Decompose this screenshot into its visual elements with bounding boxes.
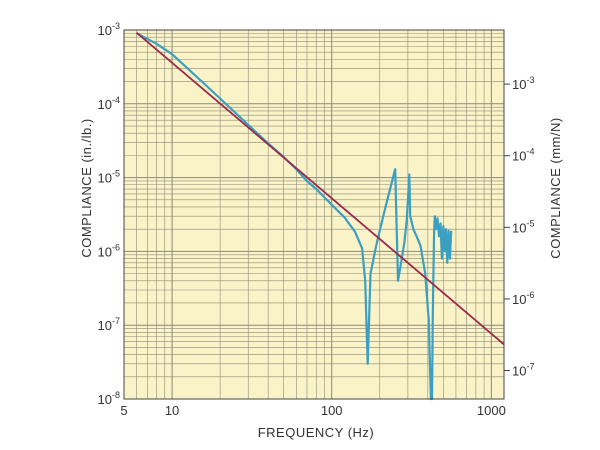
- plot-frame: [123, 29, 505, 400]
- plot-area: [124, 30, 504, 399]
- x-tick-labels: 5 10 100 1000: [120, 403, 505, 418]
- y-left-tick-label: 10-4: [98, 95, 120, 112]
- x-tick-label: 100: [321, 403, 343, 418]
- y-left-tick-label: 10-7: [98, 316, 120, 333]
- series-group: [136, 32, 505, 401]
- x-tick-label: 1000: [477, 403, 506, 418]
- y-right-tick-label: 10-4: [512, 147, 534, 164]
- y-left-tick-label: 10-8: [98, 390, 120, 407]
- x-axis-label: FREQUENCY (Hz): [258, 425, 375, 440]
- x-tick-label: 10: [165, 403, 179, 418]
- y-right-tick-labels: 10-3 10-4 10-5 10-6 10-7: [504, 75, 534, 379]
- y-left-tick-label: 10-6: [98, 242, 120, 259]
- y-left-tick-label: 10-5: [98, 169, 120, 186]
- series-line-2: [136, 32, 505, 346]
- y-left-tick-label: 10-3: [98, 21, 120, 38]
- y-right-tick-label: 10-5: [512, 218, 534, 235]
- y-axis-label-left: COMPLIANCE (in./lb.): [79, 118, 94, 257]
- x-tick-label: 5: [120, 403, 127, 418]
- y-right-tick-label: 10-3: [512, 75, 534, 92]
- y-right-tick-label: 10-6: [512, 290, 534, 307]
- y-left-tick-labels: 10-3 10-4 10-5 10-6 10-7 10-8: [98, 21, 120, 407]
- y-right-tick-label: 10-7: [512, 362, 534, 379]
- y-axis-label-right: COMPLIANCE (mm/N): [548, 117, 563, 258]
